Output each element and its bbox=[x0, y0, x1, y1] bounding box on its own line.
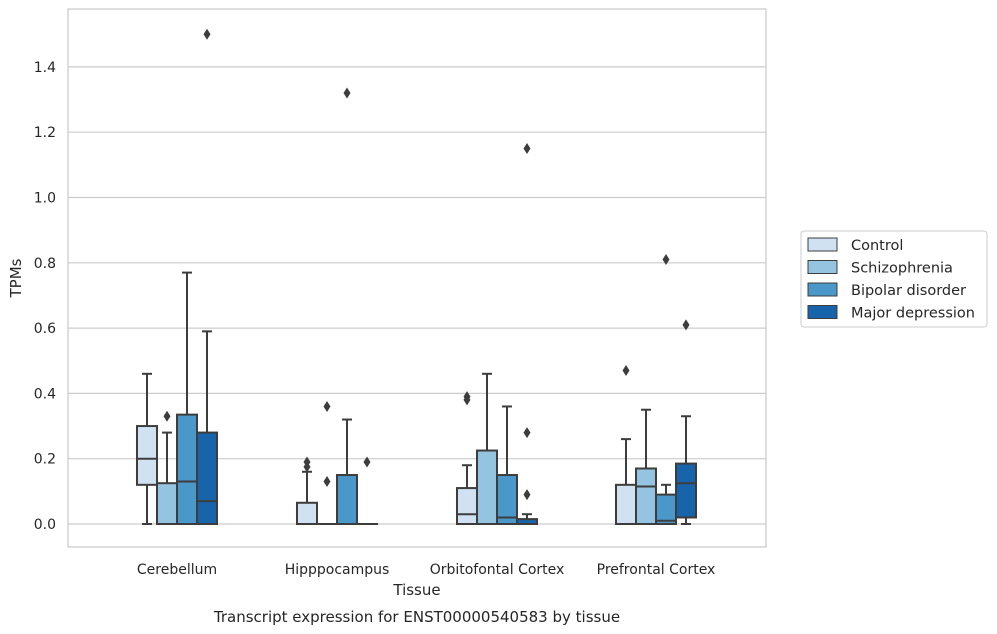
x-tick-labels: Cerebellum Hipppocampus Orbitofontal Corte… bbox=[137, 562, 715, 578]
box-1-2 bbox=[336, 87, 358, 525]
box-body bbox=[496, 474, 518, 525]
legend-label: Major depression bbox=[851, 306, 975, 322]
legend-swatch bbox=[807, 260, 838, 274]
x-axis-title: Tissue bbox=[392, 581, 440, 599]
box-body bbox=[635, 467, 657, 525]
x-tick-label: Hipppocampus bbox=[285, 562, 390, 578]
outlier-point bbox=[682, 319, 690, 331]
y-axis-title: TPMs bbox=[7, 258, 25, 298]
y-tick-label: 0.2 bbox=[34, 452, 56, 468]
outlier-point bbox=[343, 87, 351, 99]
box-body bbox=[456, 487, 478, 525]
box-0-1 bbox=[156, 410, 178, 525]
y-tick-label: 1.2 bbox=[34, 125, 56, 141]
box-body bbox=[615, 483, 637, 526]
y-tick-label: 0.6 bbox=[34, 321, 56, 337]
outlier-point bbox=[523, 489, 531, 501]
outlier-point bbox=[303, 461, 311, 473]
legend-swatch bbox=[807, 282, 838, 297]
box-body bbox=[176, 413, 198, 525]
outlier-point bbox=[523, 427, 531, 439]
legend-swatch bbox=[807, 237, 838, 252]
outlier-point bbox=[163, 410, 171, 422]
box-2-1 bbox=[476, 372, 498, 526]
box-3-0 bbox=[615, 365, 637, 526]
x-tick-label: Orbitofontal Cortex bbox=[430, 562, 565, 578]
chart-caption: Transcript expression for ENST0000054058… bbox=[213, 608, 620, 626]
box-0-0 bbox=[136, 372, 158, 525]
outlier-point bbox=[323, 476, 331, 488]
box-body bbox=[675, 462, 697, 519]
box-body bbox=[655, 493, 677, 525]
legend-label: Control bbox=[851, 238, 903, 254]
x-tick-label: Prefrontal Cortex bbox=[597, 562, 716, 578]
legend-label: Bipolar disorder bbox=[851, 283, 966, 299]
y-tick-label: 0.0 bbox=[34, 517, 56, 533]
box-2-3 bbox=[516, 143, 538, 525]
y-tick-label: 1.0 bbox=[34, 191, 56, 207]
outlier-point bbox=[323, 400, 331, 412]
outlier-point bbox=[363, 456, 371, 468]
legend-entries: Control Schizophrenia Bipolar disorder Majo… bbox=[807, 237, 975, 322]
y-tick-label: 1.4 bbox=[34, 60, 56, 76]
box-3-3 bbox=[675, 319, 697, 525]
box-0-2 bbox=[176, 271, 198, 525]
box-body bbox=[296, 501, 318, 525]
boxes bbox=[136, 28, 697, 526]
grid-lines bbox=[68, 66, 766, 525]
box-3-2 bbox=[655, 254, 677, 525]
box-2-2 bbox=[496, 405, 518, 525]
legend-swatch bbox=[807, 305, 838, 319]
outlier-point bbox=[463, 394, 471, 406]
outlier-point bbox=[662, 254, 670, 266]
y-tick-label: 0.8 bbox=[34, 256, 56, 272]
box-2-0 bbox=[456, 391, 478, 525]
legend-frame bbox=[800, 230, 988, 328]
outlier-point bbox=[203, 28, 211, 40]
outlier-point bbox=[523, 143, 531, 155]
y-tick-label: 0.4 bbox=[34, 386, 56, 402]
box-body bbox=[336, 474, 358, 525]
box-body bbox=[136, 425, 158, 486]
box-1-3 bbox=[356, 456, 378, 526]
box-1-0 bbox=[296, 456, 318, 525]
box-1-1 bbox=[316, 400, 338, 526]
box-0-3 bbox=[196, 28, 218, 525]
legend: Control Schizophrenia Bipolar disorder Majo… bbox=[800, 230, 988, 328]
box-body bbox=[476, 449, 498, 526]
box-body bbox=[196, 431, 218, 525]
legend-label: Schizophrenia bbox=[851, 261, 953, 277]
y-tick-labels: 0.0 0.2 0.4 0.6 0.8 1.0 1.2 1.4 bbox=[34, 60, 56, 533]
box-body bbox=[156, 482, 178, 525]
box-3-1 bbox=[635, 408, 657, 525]
outlier-point bbox=[622, 365, 630, 377]
plot-frame bbox=[67, 8, 767, 548]
x-tick-label: Cerebellum bbox=[137, 562, 217, 578]
